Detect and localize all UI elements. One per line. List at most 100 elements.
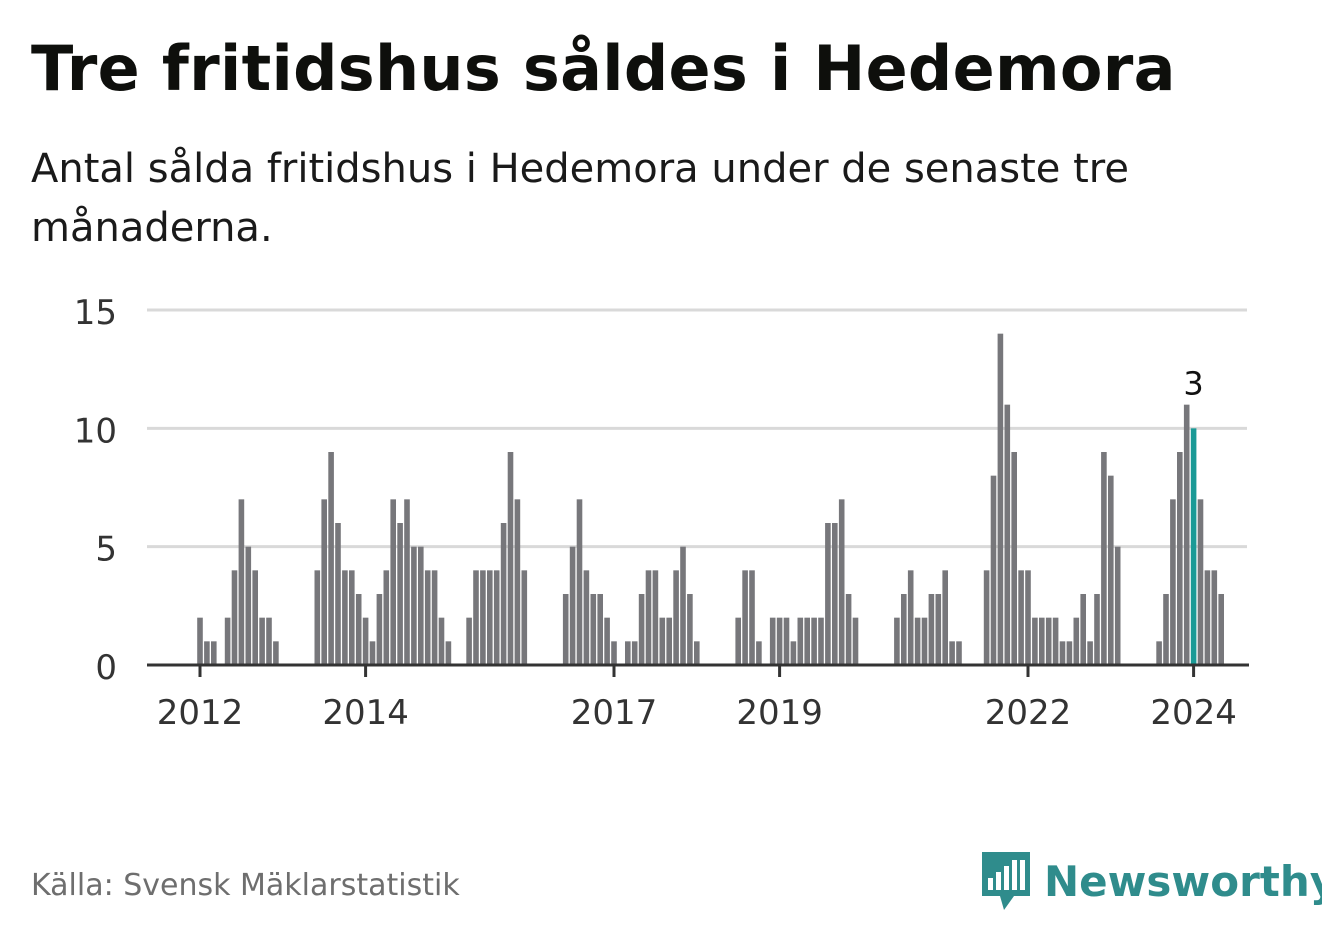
y-axis-ticks: 0 5 10 15 bbox=[74, 293, 117, 688]
gridlines bbox=[147, 308, 1247, 549]
newsworthy-logo: Newsworthy bbox=[980, 850, 1322, 912]
bar bbox=[673, 570, 679, 665]
bar bbox=[321, 499, 327, 665]
bar bbox=[949, 641, 955, 665]
bar bbox=[735, 617, 741, 665]
bar bbox=[1170, 499, 1176, 665]
bar bbox=[514, 499, 521, 665]
bar bbox=[694, 641, 700, 665]
bar-highlight bbox=[1190, 428, 1197, 665]
bar bbox=[369, 641, 376, 665]
bar bbox=[1114, 546, 1121, 665]
bar bbox=[818, 617, 824, 665]
bar bbox=[942, 570, 948, 665]
bar bbox=[590, 594, 597, 665]
bar bbox=[811, 617, 817, 665]
bar bbox=[990, 475, 997, 665]
bar bbox=[625, 641, 631, 665]
bar bbox=[266, 617, 272, 665]
bar bbox=[659, 617, 666, 665]
bar bbox=[832, 523, 838, 665]
bar bbox=[783, 617, 790, 665]
bar bbox=[611, 641, 617, 665]
bar bbox=[252, 570, 258, 665]
y-tick-label: 15 bbox=[74, 293, 117, 333]
bar bbox=[328, 452, 334, 665]
bar bbox=[645, 570, 652, 665]
bar bbox=[245, 546, 252, 665]
bar bbox=[355, 594, 362, 665]
bar bbox=[1108, 475, 1114, 665]
bars bbox=[197, 333, 1224, 665]
bar bbox=[390, 499, 396, 665]
bar bbox=[211, 641, 217, 665]
bar bbox=[1094, 594, 1100, 665]
bar bbox=[983, 570, 990, 665]
bar bbox=[362, 617, 369, 665]
bar bbox=[687, 594, 693, 665]
bar bbox=[273, 641, 279, 665]
bar bbox=[562, 594, 569, 665]
chart-title: Tre fritidshus såldes i Hedemora bbox=[31, 32, 1176, 105]
bar bbox=[907, 570, 914, 665]
bar bbox=[507, 452, 514, 665]
bar bbox=[845, 594, 852, 665]
bar bbox=[1059, 641, 1066, 665]
x-tick-label: 2022 bbox=[985, 693, 1072, 733]
x-tick-label: 2012 bbox=[157, 693, 244, 733]
bar bbox=[576, 499, 583, 665]
bar bbox=[914, 617, 921, 665]
bar bbox=[769, 617, 776, 665]
bar bbox=[1156, 641, 1162, 665]
bar bbox=[466, 617, 472, 665]
bar bbox=[480, 570, 486, 665]
bar bbox=[1163, 594, 1169, 665]
bar bbox=[342, 570, 348, 665]
bar bbox=[500, 523, 507, 665]
bar bbox=[445, 641, 452, 665]
logo-icon bbox=[982, 852, 1030, 910]
bar bbox=[335, 523, 341, 665]
bar bbox=[404, 499, 410, 665]
bar bbox=[604, 617, 610, 665]
bar bbox=[349, 570, 355, 665]
x-axis: 2012 2014 2017 2019 2022 2024 bbox=[147, 663, 1249, 733]
bar bbox=[838, 499, 845, 665]
bar bbox=[521, 570, 528, 665]
bar bbox=[1066, 641, 1073, 665]
bar bbox=[804, 617, 810, 665]
bar bbox=[1183, 404, 1190, 665]
y-tick-label: 10 bbox=[74, 411, 117, 451]
bar bbox=[473, 570, 479, 665]
y-tick-label: 0 bbox=[95, 648, 117, 688]
bar bbox=[852, 617, 859, 665]
highlight-value-label: 3 bbox=[1183, 364, 1203, 402]
bar bbox=[928, 594, 935, 665]
bar bbox=[597, 594, 603, 665]
bar bbox=[921, 617, 928, 665]
highlight-annotation: 3 bbox=[1180, 361, 1207, 406]
bar bbox=[1032, 617, 1038, 665]
bar bbox=[1177, 452, 1183, 665]
bar bbox=[1039, 617, 1045, 665]
bar bbox=[1018, 570, 1024, 665]
bar bbox=[742, 570, 748, 665]
bar bbox=[756, 641, 762, 665]
bar bbox=[438, 617, 445, 665]
bar bbox=[901, 594, 907, 665]
bar bbox=[652, 570, 659, 665]
bar bbox=[204, 641, 210, 665]
x-tick-label: 2019 bbox=[736, 693, 823, 733]
bar bbox=[666, 617, 672, 665]
bar bbox=[997, 333, 1004, 665]
bar bbox=[894, 617, 900, 665]
bar bbox=[314, 570, 321, 665]
bar bbox=[1004, 404, 1011, 665]
bar bbox=[776, 617, 783, 665]
bar bbox=[583, 570, 590, 665]
bar bbox=[569, 546, 576, 665]
bar bbox=[1011, 452, 1017, 665]
chart-subtitle: Antal sålda fritidshus i Hedemora under … bbox=[31, 146, 1129, 251]
bar bbox=[790, 641, 797, 665]
